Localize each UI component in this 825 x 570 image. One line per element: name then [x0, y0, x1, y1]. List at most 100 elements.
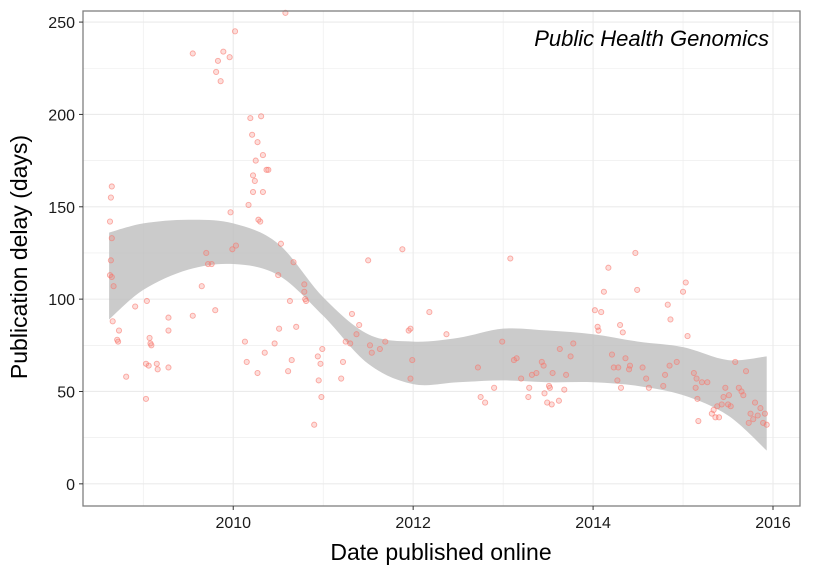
y-tick-label: 250: [48, 15, 75, 32]
data-point: [145, 362, 152, 369]
data-point: [679, 288, 687, 295]
data-point: [533, 369, 540, 377]
data-point: [254, 369, 261, 377]
data-point: [276, 325, 283, 332]
data-point: [443, 331, 450, 338]
data-point: [348, 310, 356, 317]
y-axis-ticks: 0 50 100 150 200 250: [48, 15, 83, 494]
data-point: [591, 307, 598, 314]
data-point: [718, 401, 725, 408]
x-tick-label: 2012: [395, 515, 431, 532]
data-point: [110, 283, 117, 290]
data-point: [617, 384, 625, 391]
data-point: [499, 338, 506, 345]
data-point: [338, 375, 345, 382]
data-point: [213, 68, 220, 76]
data-point: [750, 416, 757, 423]
data-point: [745, 419, 752, 426]
data-point: [643, 375, 650, 382]
data-point: [290, 259, 297, 266]
data-point: [143, 297, 150, 305]
data-point: [301, 288, 308, 295]
data-point: [257, 218, 264, 225]
data-point: [249, 188, 257, 196]
chart-title: Public Health Genomics: [534, 26, 769, 51]
data-point: [226, 54, 233, 61]
data-point: [108, 235, 115, 242]
data-point: [339, 358, 347, 365]
data-point: [277, 240, 284, 247]
data-point: [229, 246, 236, 253]
data-point: [366, 342, 374, 349]
data-point: [247, 115, 254, 122]
y-tick-label: 100: [48, 292, 75, 309]
data-point: [271, 340, 278, 347]
data-point: [556, 345, 563, 353]
data-point: [682, 279, 689, 286]
data-point: [249, 172, 257, 179]
data-point: [123, 373, 130, 380]
data-point: [695, 417, 702, 425]
data-point: [251, 177, 258, 184]
data-point: [477, 393, 484, 401]
data-point: [692, 384, 699, 391]
data-point: [356, 321, 363, 329]
data-point: [664, 301, 671, 308]
data-point: [757, 405, 764, 412]
data-point: [115, 338, 122, 345]
data-point: [317, 360, 324, 367]
data-point: [399, 246, 406, 253]
data-point: [227, 209, 234, 216]
data-point: [541, 390, 548, 397]
x-tick-label: 2014: [575, 515, 611, 532]
data-point: [132, 303, 139, 310]
data-point: [727, 403, 734, 410]
data-point: [563, 371, 570, 378]
data-point: [546, 384, 553, 391]
data-point: [347, 340, 354, 347]
data-point: [619, 329, 626, 336]
data-point: [710, 406, 717, 414]
data-point: [275, 272, 282, 279]
data-point: [241, 338, 248, 345]
data-point: [694, 395, 701, 402]
data-point: [690, 369, 697, 377]
data-point: [720, 393, 727, 401]
x-tick-label: 2010: [215, 515, 251, 532]
data-point: [660, 382, 667, 389]
data-point: [148, 342, 155, 349]
y-axis-title: Publication delay (days): [6, 135, 32, 379]
y-tick-label: 150: [48, 200, 75, 217]
data-point: [232, 242, 239, 249]
data-point: [525, 393, 532, 401]
y-tick-label: 50: [57, 384, 75, 401]
data-point: [645, 384, 652, 391]
data-point: [212, 307, 219, 314]
data-point: [263, 166, 270, 173]
data-point: [318, 393, 325, 401]
data-point: [626, 362, 634, 369]
data-point: [368, 349, 375, 356]
data-point: [747, 410, 754, 417]
data-point: [715, 414, 723, 421]
data-point: [259, 152, 266, 159]
data-point: [107, 257, 114, 264]
data-point: [518, 375, 525, 382]
data-point: [407, 325, 414, 332]
data-point: [154, 366, 161, 373]
data-point: [142, 395, 150, 402]
data-point: [107, 194, 114, 201]
data-point: [693, 375, 700, 382]
data-point: [258, 113, 265, 120]
data-point: [614, 377, 621, 384]
data-point: [474, 364, 481, 371]
data-point: [217, 78, 224, 85]
data-point: [303, 297, 310, 305]
data-point: [254, 139, 261, 146]
data-point: [293, 323, 300, 330]
data-point: [165, 314, 172, 321]
data-point: [595, 327, 602, 334]
data-point: [165, 327, 172, 334]
x-axis-title: Date published online: [330, 539, 551, 565]
